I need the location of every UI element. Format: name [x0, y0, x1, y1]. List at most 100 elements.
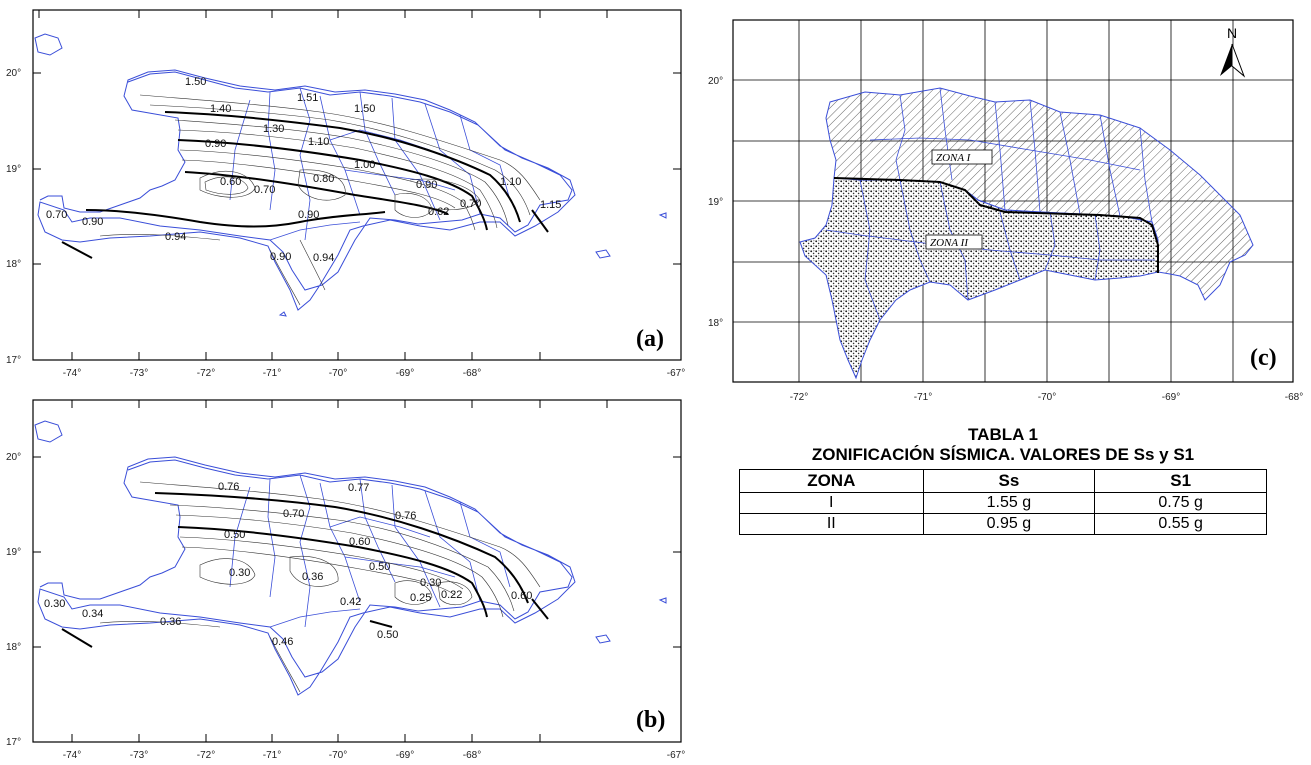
table-row: I 1.55 g 0.75 g [739, 492, 1267, 514]
map-b-lat-ticks: 20° 19° 18° 17° [6, 452, 21, 748]
header-zona: ZONA [739, 469, 924, 493]
lon-tick: -67° [667, 750, 685, 761]
contour-label: 0.90 [205, 138, 226, 150]
lon-tick: -74° [63, 368, 81, 379]
contour-label: 0.30 [420, 577, 441, 589]
map-a-lon-ticks: -74° -73° -72° -71° -70° -69° -68° -67° [63, 368, 685, 379]
lon-tick: -71° [263, 750, 281, 761]
map-panel-a: 1.50 1.51 1.50 1.40 1.30 1.10 0.90 1.00 … [0, 0, 690, 380]
contour-label: 1.10 [308, 136, 329, 148]
lon-tick: -70° [329, 750, 347, 761]
map-b-coastline [34, 420, 667, 696]
contour-label: 0.30 [229, 567, 250, 579]
contour-label: 0.80 [313, 173, 334, 185]
map-a-lat-ticks: 20° 19° 18° 17° [6, 68, 21, 366]
map-panel-b: 0.76 0.77 0.70 0.76 0.50 0.60 0.30 0.36 … [0, 395, 690, 765]
map-c-svg: ZONA I ZONA II N 20° 19° 18° -72° -71° -… [708, 19, 1303, 403]
panel-label-c: (c) [1250, 345, 1277, 371]
contour-label: 0.70 [254, 184, 275, 196]
lon-tick: -71° [914, 392, 932, 403]
map-b-province-borders [229, 474, 511, 628]
contour-label: 0.34 [82, 608, 103, 620]
map-a-province-borders [229, 87, 511, 241]
contour-label: 0.36 [302, 571, 323, 583]
table-cell: 0.75 g [1094, 492, 1267, 514]
contour-label: 0.70 [283, 508, 304, 520]
map-b-svg: 0.76 0.77 0.70 0.76 0.50 0.60 0.30 0.36 … [6, 399, 685, 761]
contour-label: 1.40 [210, 103, 231, 115]
zone-boundary-line [833, 177, 1159, 273]
table-cell: 1.55 g [922, 492, 1096, 514]
map-a-frame-ticks [33, 10, 681, 360]
map-a-coastline [34, 33, 667, 317]
contour-label: 0.70 [460, 198, 481, 210]
contour-label: 1.51 [297, 92, 318, 104]
table-cell: 0.95 g [922, 513, 1096, 535]
panel-label-a: (a) [636, 326, 664, 352]
lon-tick: -69° [396, 750, 414, 761]
contour-label: 0.50 [377, 629, 398, 641]
lat-tick: 19° [6, 164, 21, 175]
map-panel-c: ZONA I ZONA II N 20° 19° 18° -72° -71° -… [700, 0, 1311, 410]
map-b-contour-labels: 0.76 0.77 0.70 0.76 0.50 0.60 0.30 0.36 … [44, 481, 532, 648]
zoning-table-block: TABLA 1 ZONIFICACIÓN SÍSMICA. VALORES DE… [733, 425, 1273, 535]
lat-tick: 20° [6, 452, 21, 463]
contour-label: 0.76 [218, 481, 239, 493]
table-header-row: ZONA Ss S1 [739, 469, 1267, 493]
contour-label: 0.60 [511, 590, 532, 602]
map-a-frame [32, 9, 682, 361]
north-arrow-icon [1220, 43, 1246, 78]
contour-label: 0.62 [428, 206, 449, 218]
lon-tick: -74° [63, 750, 81, 761]
map-a-contour-labels: 1.50 1.51 1.50 1.40 1.30 1.10 0.90 1.00 … [46, 76, 561, 264]
contour-label: 0.60 [220, 176, 241, 188]
table-title: TABLA 1 ZONIFICACIÓN SÍSMICA. VALORES DE… [733, 425, 1273, 465]
contour-label: 0.36 [160, 616, 181, 628]
header-s1: S1 [1094, 469, 1267, 493]
lat-tick: 20° [6, 68, 21, 79]
lon-tick: -72° [197, 750, 215, 761]
lon-tick: -71° [263, 368, 281, 379]
contour-label: 1.50 [185, 76, 206, 88]
contour-label: 0.22 [441, 589, 462, 601]
lat-tick: 17° [6, 737, 21, 748]
zone-i-label: ZONA I [936, 152, 972, 164]
lon-tick: -67° [667, 368, 685, 379]
map-a-contours [61, 94, 549, 306]
lon-tick: -72° [790, 392, 808, 403]
zone-i-label-box [931, 149, 993, 165]
lon-tick: -70° [329, 368, 347, 379]
north-label: N [1227, 25, 1237, 41]
lat-tick: 19° [6, 547, 21, 558]
lat-tick: 18° [708, 318, 723, 329]
contour-label: 1.15 [540, 199, 561, 211]
lon-tick: -72° [197, 368, 215, 379]
contour-label: 1.00 [354, 159, 375, 171]
lon-tick: -69° [1162, 392, 1180, 403]
table-title-line2: ZONIFICACIÓN SÍSMICA. VALORES DE Ss y S1 [811, 445, 1195, 464]
contour-label: 0.70 [46, 209, 67, 221]
lat-tick: 17° [6, 355, 21, 366]
map-b-contours [61, 481, 549, 693]
contour-label: 0.50 [369, 561, 390, 573]
panel-label-b: (b) [636, 707, 665, 733]
lon-tick: -68° [1285, 392, 1303, 403]
table-cell: 0.55 g [1094, 513, 1267, 535]
map-b-lon-ticks: -74° -73° -72° -71° -70° -69° -68° -67° [63, 750, 685, 761]
table-row: II 0.95 g 0.55 g [739, 513, 1267, 535]
map-c-lon-ticks: -72° -71° -70° -69° -68° [790, 392, 1303, 403]
table-cell: II [739, 513, 924, 535]
contour-label: 0.90 [270, 251, 291, 263]
contour-label: 0.94 [165, 231, 186, 243]
contour-label: 1.50 [354, 103, 375, 115]
table-cell: I [739, 492, 924, 514]
contour-label: 0.94 [313, 252, 334, 264]
contour-label: 0.90 [298, 209, 319, 221]
lat-tick: 18° [6, 642, 21, 653]
lon-tick: -68° [463, 750, 481, 761]
contour-label: 1.30 [263, 123, 284, 135]
contour-label: 0.90 [416, 179, 437, 191]
lon-tick: -68° [463, 368, 481, 379]
contour-label: 0.25 [410, 592, 431, 604]
contour-label: 0.50 [224, 529, 245, 541]
